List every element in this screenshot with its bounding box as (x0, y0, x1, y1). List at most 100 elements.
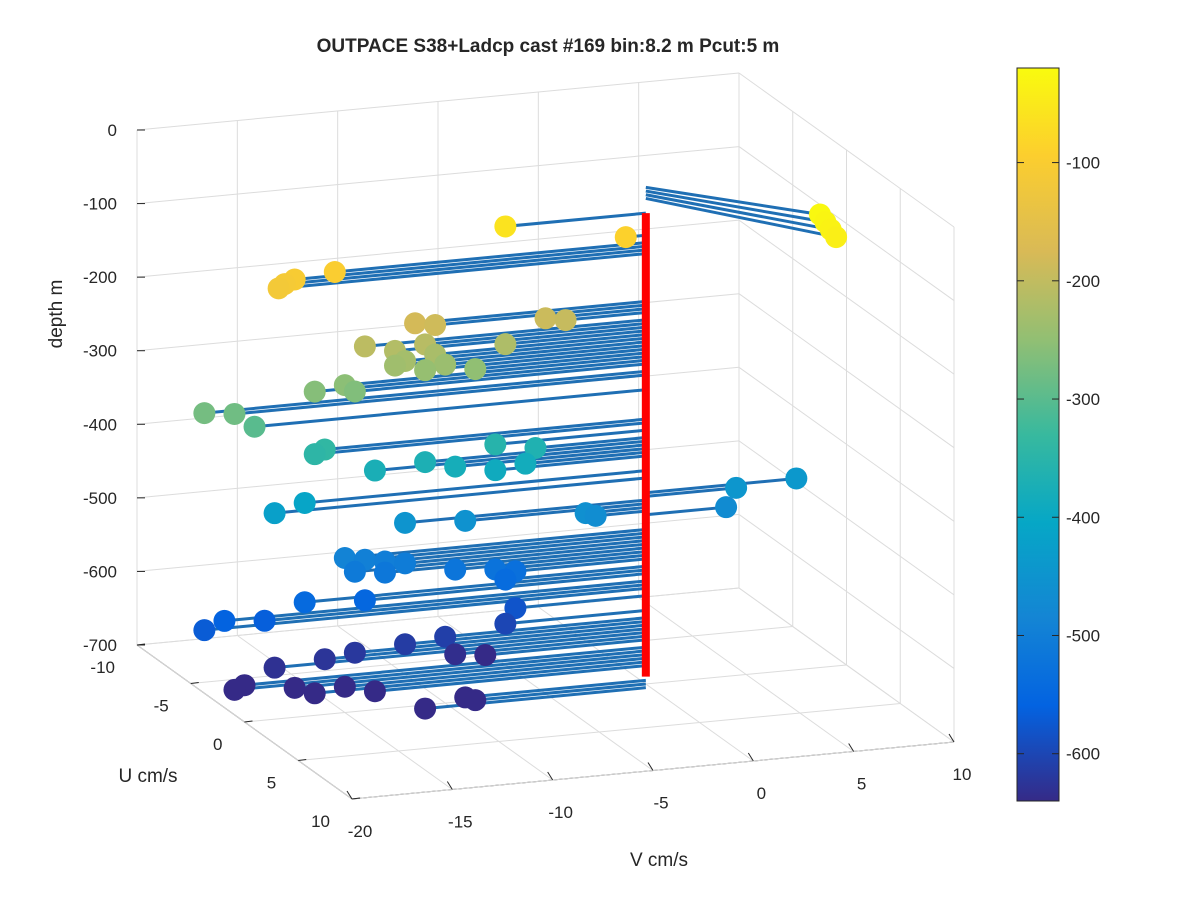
grid-line (738, 514, 955, 669)
u-tick-mark (298, 759, 307, 761)
grid-line (738, 146, 955, 301)
grid-line (738, 587, 955, 743)
velocity-vector (475, 351, 646, 371)
velocity-vector (505, 608, 646, 626)
velocity-vector (414, 299, 646, 325)
velocity-vector (404, 498, 646, 525)
depth-marker (504, 597, 527, 620)
velocity-vector (314, 421, 646, 456)
velocity-vector (645, 476, 797, 495)
z-tick-label: -200 (83, 268, 117, 287)
depth-marker (514, 452, 537, 475)
grid-line (738, 366, 955, 522)
v-tick-mark (747, 752, 754, 762)
velocity-vector (485, 638, 646, 657)
depth-marker (373, 561, 396, 584)
depth-marker (394, 511, 417, 534)
u-tick-mark (136, 643, 146, 646)
depth-marker (494, 333, 517, 356)
velocity-vector (278, 252, 646, 290)
velocity-vector (465, 502, 646, 523)
depth-marker (343, 641, 366, 664)
velocity-vector (234, 373, 646, 416)
grid-line (136, 146, 740, 205)
depth-marker (474, 644, 497, 667)
velocity-vector (525, 450, 646, 466)
depth-marker (414, 451, 437, 474)
depth-marker (464, 689, 487, 712)
depth-marker (464, 358, 487, 381)
depth-marker (283, 676, 306, 699)
depth-marker (353, 335, 376, 358)
u-axis-ticks: -10 -5 0 5 10 (90, 643, 361, 831)
depth-marker (384, 354, 406, 377)
velocity-vector (204, 586, 646, 632)
velocity-vector (374, 664, 646, 693)
u-tick-label: -10 (90, 658, 115, 677)
colorbar (1016, 67, 1060, 802)
velocity-vector (495, 428, 646, 446)
velocity-vector (424, 347, 646, 372)
depth-marker (363, 459, 386, 482)
velocity-vector (645, 189, 826, 224)
v-tick-label: 0 (757, 784, 766, 803)
z-tick-label: -500 (83, 489, 117, 508)
depth-marker (534, 307, 557, 330)
depth-marker (434, 353, 457, 376)
depth-marker (223, 678, 246, 701)
velocity-vector (334, 241, 646, 274)
v-tick-mark (547, 771, 554, 781)
depth-marker (434, 625, 457, 648)
velocity-vector (344, 656, 646, 689)
v-tick-label: 10 (953, 765, 972, 784)
depth-marker (484, 433, 507, 456)
velocity-vector (535, 436, 646, 450)
depth-marker (303, 380, 326, 403)
depth-marker (313, 648, 336, 671)
v-tick-mark (647, 762, 654, 771)
depth-marker (303, 443, 326, 466)
v-tick-mark (948, 733, 955, 743)
depth-marker (725, 476, 748, 499)
depth-marker (333, 675, 356, 698)
chart-title: OUTPACE S38+Ladcp cast #169 bin:8.2 m Pc… (317, 36, 780, 57)
velocity-vector (344, 355, 646, 387)
velocity-vector (505, 564, 646, 582)
colorbar-ticks: -100 -200 -300 -400 -500 -600 (1017, 154, 1100, 764)
depth-marker (444, 558, 467, 581)
depth-marker (554, 309, 577, 332)
velocity-vector (304, 469, 646, 505)
v-tick-mark (446, 781, 453, 790)
v-tick-label: -5 (653, 794, 668, 813)
v-tick-label: 5 (857, 775, 866, 794)
depth-marker (424, 314, 447, 337)
depth-marker (825, 226, 848, 249)
depth-marker (363, 680, 386, 703)
u-tick-label: 10 (311, 812, 330, 831)
depth-marker (213, 609, 236, 632)
u-axis-label: U cm/s (118, 766, 177, 787)
velocity-vector (475, 682, 646, 702)
velocity-vector (254, 388, 646, 429)
depth-marker (343, 380, 366, 403)
velocity-vectors (204, 185, 837, 711)
velocity-vector (244, 645, 646, 687)
velocity-vector (424, 322, 646, 346)
colorbar-tick-label: -600 (1066, 745, 1100, 764)
depth-marker (584, 504, 607, 527)
colorbar-tick-label: -500 (1066, 626, 1100, 645)
v-tick-label: -15 (448, 813, 473, 832)
z-tick-label: -600 (83, 562, 117, 581)
grid-line (136, 72, 740, 131)
depth-marker (494, 215, 517, 238)
z-tick-label: 0 (108, 121, 117, 140)
velocity-vector (344, 528, 646, 560)
depth-marker (494, 568, 517, 591)
z-tick-label: -300 (83, 342, 117, 361)
depth-marker (444, 455, 467, 478)
velocity-vector (645, 196, 837, 239)
v-tick-mark (346, 790, 353, 800)
velocity-vector (505, 329, 646, 346)
velocity-vector (204, 369, 646, 415)
depth-marker (394, 552, 417, 575)
